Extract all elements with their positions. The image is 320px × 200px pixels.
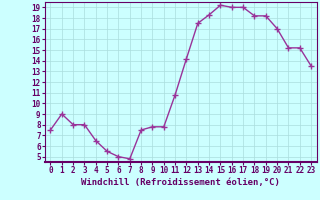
X-axis label: Windchill (Refroidissement éolien,°C): Windchill (Refroidissement éolien,°C) <box>81 178 280 187</box>
